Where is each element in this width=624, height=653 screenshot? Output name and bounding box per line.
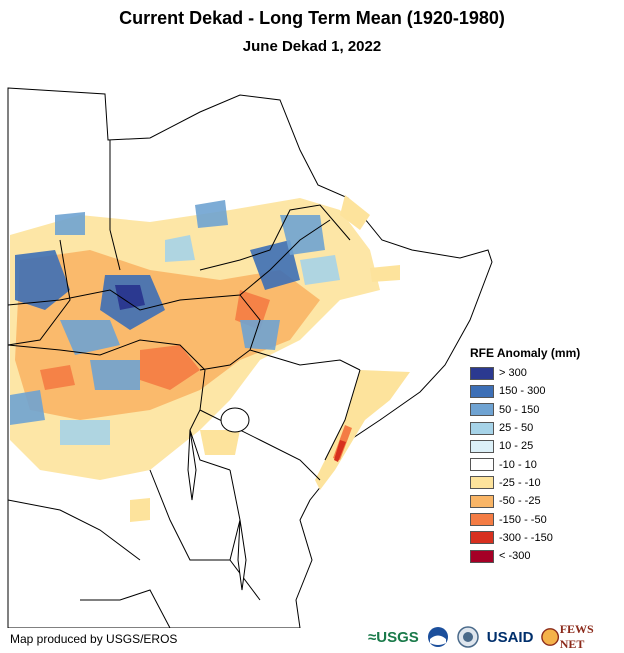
legend-item: -300 - -150 bbox=[470, 529, 620, 547]
legend-item: -150 - -50 bbox=[470, 510, 620, 528]
legend-swatch bbox=[470, 494, 494, 508]
country-borders bbox=[7, 140, 361, 628]
legend-label: 50 - 150 bbox=[499, 403, 540, 416]
legend-swatch bbox=[470, 458, 494, 472]
legend-label: > 300 bbox=[499, 367, 527, 380]
legend-swatch bbox=[470, 403, 494, 417]
legend-swatch bbox=[470, 549, 494, 563]
usaid-logo: USAID bbox=[486, 628, 534, 646]
usgs-logo: ≈USGS bbox=[368, 628, 419, 646]
legend-label: 10 - 25 bbox=[499, 440, 534, 453]
fews-emblem-icon bbox=[541, 628, 560, 646]
legend-item: > 300 bbox=[470, 364, 620, 382]
legend-item: < -300 bbox=[470, 547, 620, 565]
lakes bbox=[187, 407, 250, 591]
legend-label: -25 - -10 bbox=[499, 476, 541, 489]
legend-swatch bbox=[470, 384, 494, 398]
map-title: Current Dekad - Long Term Mean (1920-198… bbox=[119, 8, 505, 28]
legend-item: 50 - 150 bbox=[470, 401, 620, 419]
legend-label: -10 - 10 bbox=[499, 458, 537, 471]
legend-title: RFE Anomaly (mm) bbox=[470, 346, 581, 360]
fews-net-logo: FEWS NET bbox=[541, 622, 616, 652]
logo-strip: ≈USGS USAID FEWS NET bbox=[368, 622, 624, 652]
legend-item: 150 - 300 bbox=[470, 382, 620, 400]
legend-label: 25 - 50 bbox=[499, 422, 534, 435]
legend-label: -50 - -25 bbox=[499, 495, 541, 508]
rainfall-anomaly-map bbox=[7, 87, 493, 628]
nasa-seal-logo bbox=[457, 626, 479, 648]
legend-item: -10 - 10 bbox=[470, 455, 620, 473]
legend-swatch bbox=[470, 421, 494, 435]
legend-item: 25 - 50 bbox=[470, 419, 620, 437]
legend: RFE Anomaly (mm) > 300 150 - 300 50 - 15… bbox=[470, 346, 620, 565]
legend-items: > 300 150 - 300 50 - 150 25 - 50 10 - 25… bbox=[470, 364, 620, 565]
legend-label: -300 - -150 bbox=[499, 531, 553, 544]
legend-swatch bbox=[470, 513, 494, 527]
legend-swatch bbox=[470, 439, 494, 453]
legend-label: < -300 bbox=[499, 550, 531, 563]
legend-item: -25 - -10 bbox=[470, 474, 620, 492]
legend-swatch bbox=[470, 531, 494, 545]
legend-label: -150 - -50 bbox=[499, 513, 547, 526]
map-credit: Map produced by USGS/EROS bbox=[10, 632, 178, 646]
legend-swatch bbox=[470, 476, 494, 490]
map-subtitle: June Dekad 1, 2022 bbox=[242, 38, 382, 55]
legend-swatch bbox=[470, 366, 494, 380]
noaa-logo bbox=[427, 626, 449, 648]
legend-label: 150 - 300 bbox=[499, 385, 546, 398]
fews-net-text: FEWS NET bbox=[559, 622, 594, 651]
legend-item: -50 - -25 bbox=[470, 492, 620, 510]
legend-item: 10 - 25 bbox=[470, 437, 620, 455]
